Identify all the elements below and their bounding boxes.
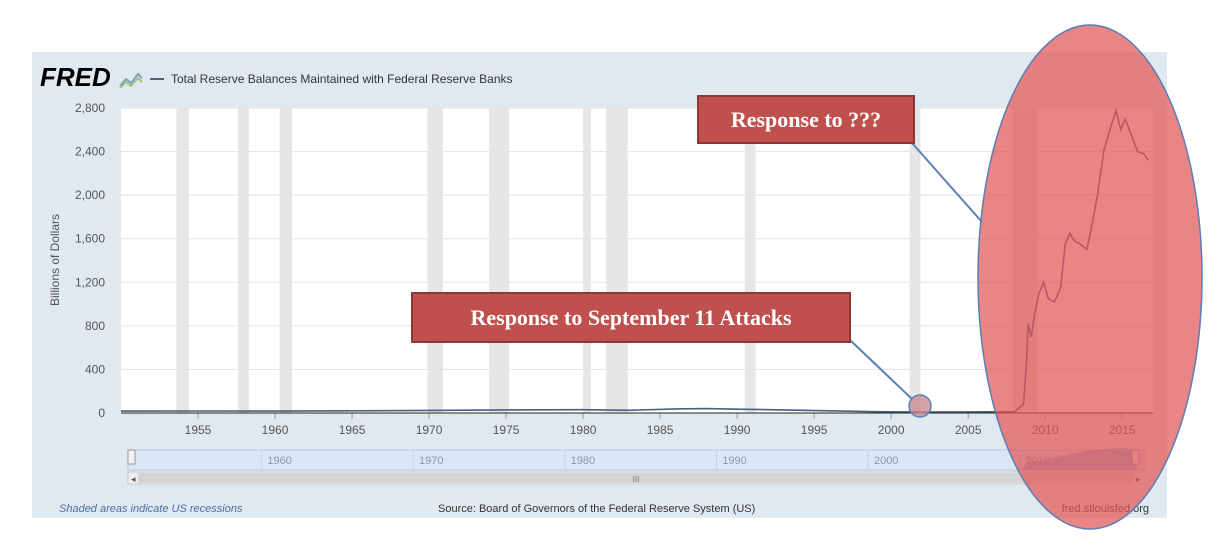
x-tick-label-1955: 1955: [185, 423, 212, 437]
recession-band-1: [238, 108, 249, 413]
y-tick-label-2000: 2,000: [75, 188, 105, 202]
recession-band-5: [583, 108, 591, 413]
navigator-label-1980: 1980: [571, 455, 595, 467]
y-tick-label-2400: 2,400: [75, 145, 105, 159]
recession-note: Shaded areas indicate US recessions: [59, 503, 243, 515]
x-tick-label-2005: 2005: [955, 423, 982, 437]
x-tick-label-1985: 1985: [647, 423, 674, 437]
x-tick-label-1960: 1960: [262, 423, 289, 437]
recession-band-7: [744, 108, 756, 413]
recession-band-8: [909, 108, 921, 413]
scrollbar-thumb[interactable]: [138, 473, 1134, 483]
x-tick-label-1990: 1990: [724, 423, 751, 437]
recession-band-2: [279, 108, 292, 413]
sept11-pointer-line: [849, 339, 913, 400]
y-tick-label-400: 400: [85, 362, 105, 376]
mystery-callout-text: Response to ???: [731, 107, 881, 132]
x-tick-label-1980: 1980: [570, 423, 597, 437]
recession-band-0: [176, 108, 189, 413]
series-title: Total Reserve Balances Maintained with F…: [171, 72, 513, 86]
fred-logo[interactable]: FRED: [40, 62, 111, 92]
y-tick-label-800: 800: [85, 319, 105, 333]
x-tick-label-1975: 1975: [493, 423, 520, 437]
sept11-callout-box: [411, 292, 851, 343]
source-text: Source: Board of Governors of the Federa…: [438, 503, 755, 515]
mystery-pointer-line: [911, 142, 983, 223]
navigator-label-1960: 1960: [267, 455, 291, 467]
mystery-callout-box: [697, 95, 915, 144]
navigator-label-1990: 1990: [722, 455, 746, 467]
scroll-left-arrow[interactable]: ◂: [131, 474, 136, 484]
sept11-callout-text: Response to September 11 Attacks: [470, 305, 791, 330]
x-tick-label-1965: 1965: [339, 423, 366, 437]
navigator-label-1970: 1970: [419, 455, 443, 467]
y-tick-label-1600: 1,600: [75, 232, 105, 246]
x-tick-label-1995: 1995: [801, 423, 828, 437]
navigator-label-2000: 2000: [874, 455, 898, 467]
navigator-handle-left[interactable]: [127, 449, 136, 465]
x-tick-label-2000: 2000: [878, 423, 905, 437]
y-tick-label-0: 0: [98, 406, 105, 420]
scrollbar-thumb-grip: III: [633, 475, 640, 484]
x-tick-label-1970: 1970: [416, 423, 443, 437]
y-axis-labels: 0 400 800 1,200 1,600 2,000 2,400 2,800: [75, 101, 105, 420]
highlight-ellipse: [977, 24, 1203, 530]
y-tick-label-2800: 2,800: [75, 101, 105, 115]
sept11-marker-circle: [908, 394, 932, 418]
y-tick-label-1200: 1,200: [75, 275, 105, 289]
fred-logo-graph-icon: [119, 72, 143, 89]
y-axis-title: Billions of Dollars: [48, 214, 62, 306]
